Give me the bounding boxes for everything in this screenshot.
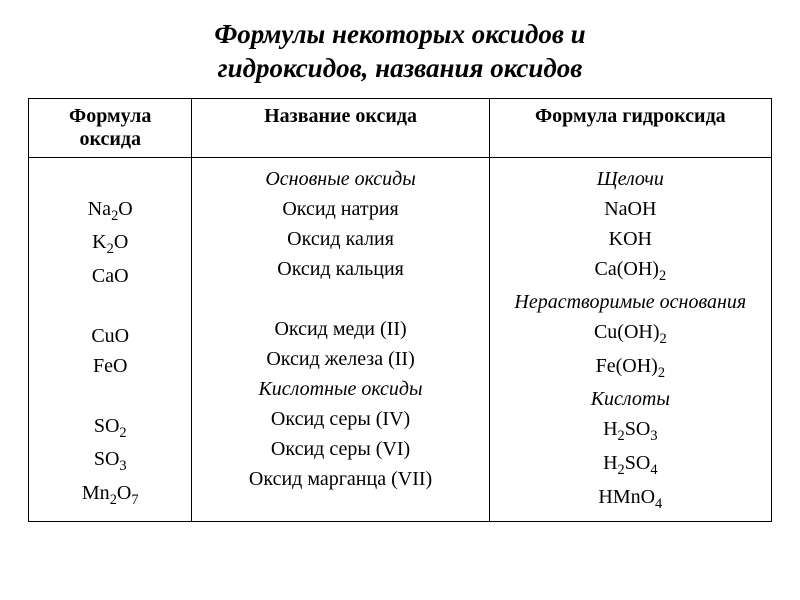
page-title: Формулы некоторых оксидов и гидроксидов,… — [28, 18, 772, 86]
formula-na2o: Na2O — [39, 194, 181, 228]
hydroxide-cuoh2: Cu(OH)2 — [500, 317, 761, 351]
hydroxide-feoh2: Fe(OH)2 — [500, 351, 761, 385]
section-alkalis: Щелочи — [500, 164, 761, 194]
hydroxide-hmno4: HMnO4 — [500, 482, 761, 516]
title-line-1: Формулы некоторых оксидов и — [214, 19, 585, 49]
name-feo: Оксид железа (II) — [202, 344, 478, 374]
hydroxide-h2so3: H2SO3 — [500, 414, 761, 448]
formula-mn2o7: Mn2O7 — [39, 478, 181, 512]
header-hydroxide-formula: Формула гидроксида — [489, 98, 771, 157]
cell-oxide-names: Основные оксиды Оксид натрия Оксид калия… — [192, 157, 489, 522]
table-header-row: Формула оксида Название оксида Формула г… — [29, 98, 772, 157]
section-insoluble-bases: Нерастворимые основания — [500, 287, 761, 317]
cell-oxide-formulas: Na2O K2O CaO CuO FeO SO2 SO3 Mn2O7 — [29, 157, 192, 522]
section-acidic-oxides: Кислотные оксиды — [202, 374, 478, 404]
formula-cuo: CuO — [39, 321, 181, 351]
hydroxide-naoh: NaOH — [500, 194, 761, 224]
name-cao: Оксид кальция — [202, 254, 478, 284]
hydroxide-koh: KOH — [500, 224, 761, 254]
table-body-row: Na2O K2O CaO CuO FeO SO2 SO3 Mn2O7 Основ… — [29, 157, 772, 522]
name-mn2o7: Оксид марганца (VII) — [202, 464, 478, 494]
oxides-table: Формула оксида Название оксида Формула г… — [28, 98, 772, 523]
header-oxide-name: Название оксида — [192, 98, 489, 157]
header-oxide-formula: Формула оксида — [29, 98, 192, 157]
name-so2: Оксид серы (IV) — [202, 404, 478, 434]
header-label: Формула гидроксида — [535, 105, 726, 127]
cell-hydroxide-formulas: Щелочи NaOH KOH Ca(OH)2 Нерастворимые ос… — [489, 157, 771, 522]
hydroxide-h2so4: H2SO4 — [500, 448, 761, 482]
header-label: оксида — [79, 128, 141, 150]
section-acids: Кислоты — [500, 384, 761, 414]
title-line-2: гидроксидов, названия оксидов — [218, 53, 583, 83]
name-na2o: Оксид натрия — [202, 194, 478, 224]
name-k2o: Оксид калия — [202, 224, 478, 254]
name-cuo: Оксид меди (II) — [202, 314, 478, 344]
section-basic-oxides: Основные оксиды — [202, 164, 478, 194]
formula-so2: SO2 — [39, 411, 181, 445]
header-label: Формула — [69, 105, 151, 127]
formula-so3: SO3 — [39, 444, 181, 478]
formula-feo: FeO — [39, 351, 181, 381]
header-label: Название оксида — [264, 105, 417, 127]
hydroxide-caoh2: Ca(OH)2 — [500, 254, 761, 288]
name-so3: Оксид серы (VI) — [202, 434, 478, 464]
formula-k2o: K2O — [39, 227, 181, 261]
formula-cao: CaO — [39, 261, 181, 291]
